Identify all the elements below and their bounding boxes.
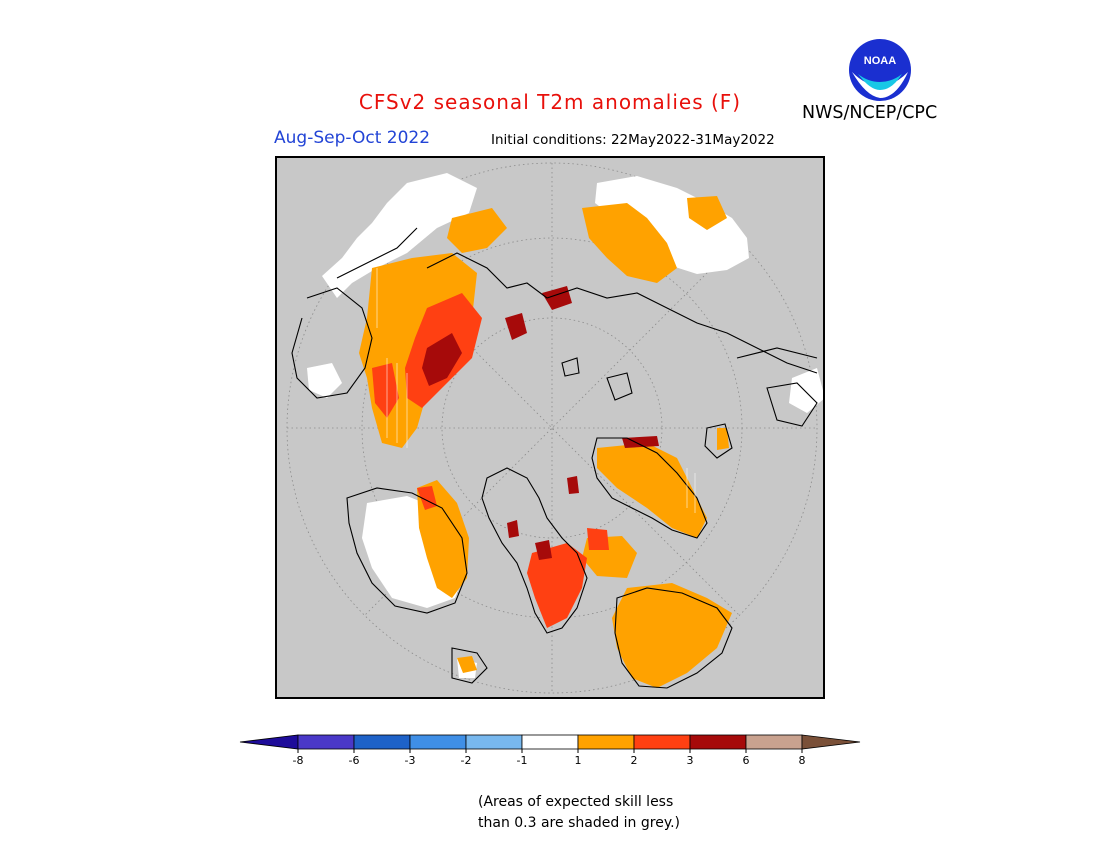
legend-tick-label: 3 bbox=[687, 754, 694, 767]
polar-map bbox=[275, 156, 825, 699]
legend-tick-label: -6 bbox=[349, 754, 360, 767]
map-canvas bbox=[286, 162, 823, 694]
legend-tick-label: -2 bbox=[461, 754, 472, 767]
noaa-logo-text: NOAA bbox=[864, 55, 896, 67]
legend-bin bbox=[745, 734, 803, 750]
legend-tick-label: 1 bbox=[575, 754, 582, 767]
legend-bin bbox=[353, 734, 411, 750]
legend-tick-label: 2 bbox=[631, 754, 638, 767]
hatching bbox=[376, 268, 696, 513]
chart-title: CFSv2 seasonal T2m anomalies (F) bbox=[358, 90, 742, 114]
skill-footnote-line-2: than 0.3 are shaded in grey.) bbox=[478, 815, 681, 831]
legend-tick-label: -8 bbox=[293, 754, 304, 767]
legend-tick-label: 6 bbox=[743, 754, 750, 767]
legend-tick-label: -3 bbox=[405, 754, 416, 767]
legend-arrow-low bbox=[239, 734, 299, 750]
legend-bin bbox=[689, 734, 747, 750]
legend-bin bbox=[465, 734, 523, 750]
agency-label: NWS/NCEP/CPC bbox=[802, 103, 938, 123]
color-legend: -8 -6 -3 -2 -1 1 2 3 6 8 bbox=[239, 734, 861, 767]
legend-bin bbox=[297, 734, 355, 750]
anomaly-3-6 bbox=[422, 286, 659, 560]
legend-bin bbox=[521, 734, 579, 750]
legend-bin bbox=[577, 734, 635, 750]
legend-tick-label: 8 bbox=[799, 754, 806, 767]
coastlines bbox=[291, 227, 818, 689]
legend-tick-label: -1 bbox=[517, 754, 528, 767]
skill-footnote: (Areas of expected skill less than 0.3 a… bbox=[478, 792, 680, 834]
noaa-logo: NOAA bbox=[849, 39, 911, 101]
legend-bin bbox=[409, 734, 467, 750]
forecast-period: Aug-Sep-Oct 2022 bbox=[274, 128, 431, 148]
initial-conditions: Initial conditions: 22May2022-31May2022 bbox=[491, 132, 775, 148]
legend-arrow-high bbox=[801, 734, 861, 750]
skill-footnote-line-1: (Areas of expected skill less bbox=[478, 794, 674, 810]
legend-bin bbox=[633, 734, 691, 750]
